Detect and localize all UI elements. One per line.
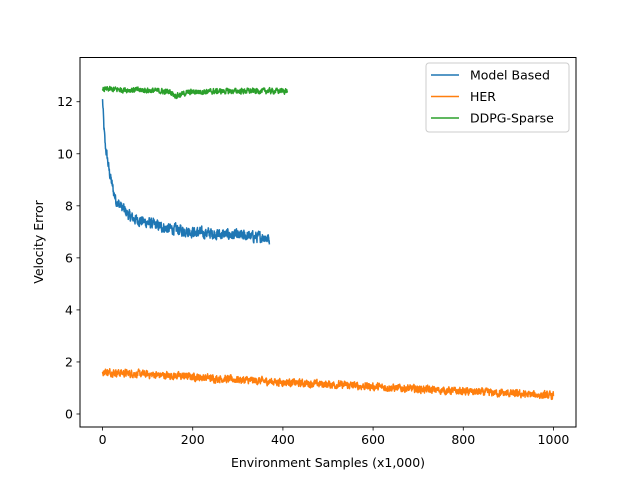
x-tick-label: 800 [451,432,475,447]
y-tick-label: 0 [65,406,73,421]
y-tick-label: 12 [57,94,73,109]
y-axis-ticks: 0 2 4 6 8 10 12 [57,94,80,421]
series-line-ddpg-sparse [101,85,289,100]
y-tick-label: 2 [65,354,73,369]
legend-label: Model Based [470,68,550,83]
series-line-model-based [101,99,271,245]
y-tick-label: 10 [57,146,73,161]
legend-label: DDPG-Sparse [470,111,554,126]
y-axis-title: Velocity Error [31,199,46,283]
legend-box [425,62,570,133]
x-tick-label: 400 [271,432,295,447]
y-tick-label: 8 [65,198,73,213]
x-tick-label: 200 [181,432,205,447]
plot-frame [79,57,577,428]
legend: Model Based HER DDPG-Sparse [425,62,570,133]
y-tick-label: 4 [65,302,73,317]
x-axis-ticks: 0 200 400 600 800 1000 [99,427,570,447]
x-axis-title: Environment Samples (x1,000) [231,455,425,470]
legend-label: HER [470,89,496,104]
series-line-her [101,368,555,401]
x-tick-label: 600 [361,432,385,447]
x-tick-label: 1000 [538,432,570,447]
x-tick-label: 0 [99,432,107,447]
plot-lines [101,85,555,401]
y-tick-label: 6 [65,250,73,265]
